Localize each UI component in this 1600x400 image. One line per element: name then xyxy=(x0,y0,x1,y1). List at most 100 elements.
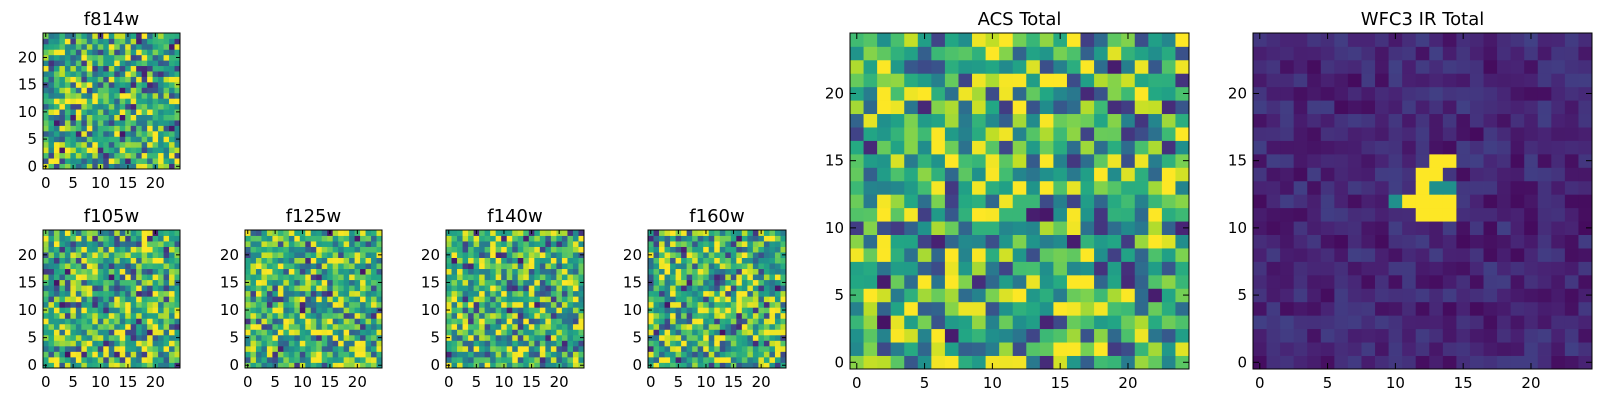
heatmap-cell xyxy=(1524,355,1539,370)
heatmap-cell xyxy=(75,362,82,369)
heatmap-cell xyxy=(360,252,366,258)
heatmap-cell xyxy=(774,274,781,281)
heatmap-cell xyxy=(147,334,153,341)
heatmap-cell xyxy=(556,296,563,303)
heatmap-cell xyxy=(1280,248,1295,262)
heatmap-cell xyxy=(136,136,143,143)
heatmap-cell xyxy=(141,38,148,45)
heatmap-cell xyxy=(550,285,557,292)
heatmap-cell xyxy=(686,274,693,281)
heatmap-cell xyxy=(174,38,181,45)
heatmap-cell xyxy=(457,235,463,242)
heatmap-cell xyxy=(462,257,469,264)
heatmap-cell xyxy=(1469,113,1484,128)
heatmap-cell xyxy=(43,246,49,253)
heatmap-cell xyxy=(1307,100,1322,115)
heatmap-cell xyxy=(501,290,508,297)
heatmap-cell xyxy=(81,252,88,258)
heatmap-cell xyxy=(376,263,383,270)
heatmap-cell xyxy=(725,301,732,308)
heatmap-cell xyxy=(958,100,973,115)
heatmap-cell xyxy=(43,351,49,358)
heatmap-cell xyxy=(972,46,986,61)
heatmap-cell xyxy=(484,268,491,275)
heatmap-cell xyxy=(681,301,688,308)
heatmap-cell xyxy=(495,246,502,253)
heatmap-cell xyxy=(152,147,159,154)
heatmap-cell xyxy=(316,351,323,358)
heatmap-cell xyxy=(169,329,175,336)
heatmap-cell xyxy=(354,246,361,253)
heatmap-cell xyxy=(48,268,55,275)
heatmap-cell xyxy=(567,257,574,264)
heatmap-cell xyxy=(1456,153,1471,168)
heatmap-cell xyxy=(365,279,372,286)
heatmap-cell xyxy=(1121,59,1136,74)
heatmap-cell xyxy=(1307,355,1322,370)
heatmap-cell xyxy=(136,81,143,88)
heatmap-cell xyxy=(70,65,77,72)
heatmap-cell xyxy=(780,257,787,264)
heatmap-cell xyxy=(141,103,148,110)
heatmap-cell xyxy=(1469,167,1484,182)
heatmap-cell xyxy=(130,235,137,242)
heatmap-cell xyxy=(501,351,508,358)
heatmap-cell xyxy=(1039,207,1054,222)
heatmap-cell xyxy=(64,98,71,105)
heatmap-cell xyxy=(1039,127,1054,141)
heatmap-cell xyxy=(305,345,312,352)
heatmap-cell xyxy=(985,46,1000,61)
heatmap-cell xyxy=(904,355,919,370)
heatmap-cell xyxy=(1361,33,1376,47)
heatmap-cell xyxy=(523,252,530,258)
heatmap-cell xyxy=(468,296,474,303)
heatmap-cell xyxy=(730,290,737,297)
heatmap-cell xyxy=(365,345,372,352)
heatmap-cell xyxy=(747,351,754,358)
heatmap-cell xyxy=(261,268,268,275)
heatmap-cell xyxy=(97,114,104,121)
heatmap-cell xyxy=(277,318,284,325)
heatmap-cell xyxy=(457,252,463,258)
heatmap-cell xyxy=(763,268,770,275)
heatmap-cell xyxy=(479,268,486,275)
heatmap-cell xyxy=(245,340,251,347)
heatmap-cell xyxy=(1361,113,1376,128)
heatmap-cell xyxy=(1361,180,1376,195)
heatmap-cell xyxy=(1564,207,1579,222)
heatmap-cell xyxy=(114,351,121,358)
heatmap-cell xyxy=(1537,113,1552,128)
heatmap-cell xyxy=(1375,342,1389,356)
heatmap-cell xyxy=(703,345,710,352)
heatmap-cell xyxy=(944,274,959,289)
heatmap-cell xyxy=(97,301,104,308)
heatmap-cell xyxy=(59,103,66,110)
heatmap-cell xyxy=(163,65,170,72)
heatmap-cell xyxy=(81,230,88,236)
heatmap-cell xyxy=(863,113,878,128)
heatmap-cell xyxy=(114,279,121,286)
heatmap-cell xyxy=(1483,261,1498,276)
heatmap-cell xyxy=(958,328,973,343)
heatmap-cell xyxy=(904,207,919,222)
heatmap-cell xyxy=(999,86,1014,101)
y-tick-label: 10 xyxy=(623,301,642,319)
heatmap-cell xyxy=(1107,288,1122,303)
heatmap-cell xyxy=(266,301,273,308)
heatmap-cell xyxy=(43,323,49,330)
heatmap-cell xyxy=(1320,207,1335,222)
heatmap-cell xyxy=(758,301,765,308)
heatmap-cell xyxy=(495,263,502,270)
heatmap-cell xyxy=(1121,73,1136,88)
heatmap-cell xyxy=(141,263,148,270)
heatmap-cell xyxy=(59,65,66,72)
heatmap-cell xyxy=(163,334,170,341)
heatmap-cell xyxy=(1066,194,1081,209)
heatmap-cell xyxy=(114,81,121,88)
heatmap-cell xyxy=(283,307,290,314)
heatmap-cell xyxy=(708,268,715,275)
heatmap-cell xyxy=(250,274,257,281)
heatmap-cell xyxy=(1134,261,1149,276)
